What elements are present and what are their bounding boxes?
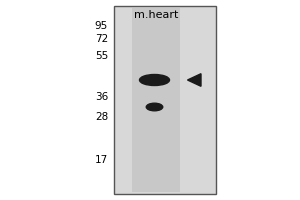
Text: 17: 17 [95,155,108,165]
Bar [114,6,216,194]
Text: 36: 36 [95,92,108,102]
Text: 95: 95 [95,21,108,31]
Text: 28: 28 [95,112,108,122]
Text: m.heart: m.heart [134,10,178,20]
Bar [132,8,180,192]
Text: 72: 72 [95,34,108,44]
Text: 55: 55 [95,51,108,61]
Ellipse shape [140,74,169,86]
Ellipse shape [146,103,163,111]
Polygon shape [188,74,201,86]
